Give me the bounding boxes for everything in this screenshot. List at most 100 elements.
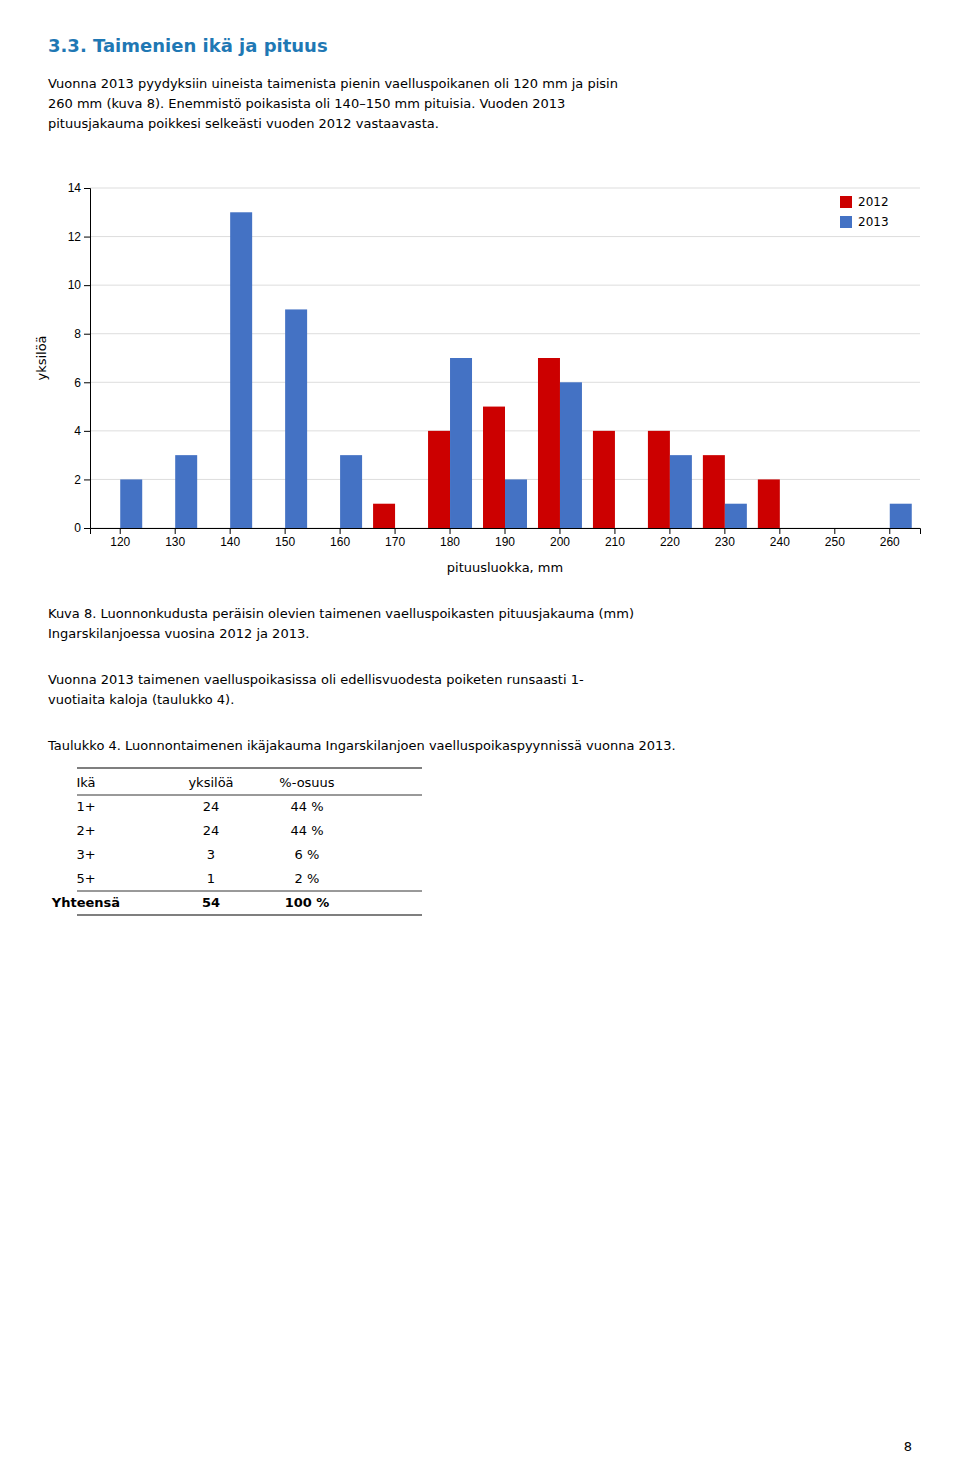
y-axis: 02468101214 (68, 181, 91, 535)
bar (318, 528, 340, 529)
x-tick-mark (889, 528, 890, 534)
table-cell: 3 (207, 847, 215, 862)
x-tick-label: 140 (220, 535, 240, 549)
x-tick-label: 120 (110, 535, 130, 549)
legend: 2012 2013 (840, 195, 889, 229)
table-title: Taulukko 4. Luonnontaimenen ikäjakauma I… (47, 738, 676, 753)
table-header: %-osuus (279, 775, 334, 790)
x-tick-label: 250 (825, 535, 845, 549)
x-tick-mark (669, 528, 670, 534)
grid-line (90, 236, 920, 237)
bar (835, 528, 857, 529)
y-tick-label: 8 (74, 327, 81, 341)
y-tick: 14 (68, 181, 90, 195)
y-tick-mark (84, 188, 90, 189)
x-tick: 190 (495, 528, 515, 549)
bar (780, 528, 802, 529)
table-total: 100 % (285, 895, 330, 910)
x-tick-label: 170 (385, 535, 405, 549)
bar (285, 309, 307, 528)
x-tick-label: 240 (770, 535, 790, 549)
bar (340, 455, 362, 528)
table-cell: 1+ (76, 799, 95, 814)
x-tick-label: 150 (275, 535, 295, 549)
legend-swatch (840, 196, 852, 208)
bar (230, 212, 252, 528)
heading: 3.3. Taimenien ikä ja pituus (48, 35, 328, 56)
x-tick: 150 (275, 528, 295, 549)
legend-entry: 2013 (840, 215, 889, 229)
x-tick-label: 190 (495, 535, 515, 549)
y-tick: 2 (74, 473, 90, 487)
x-tick-label: 260 (880, 535, 900, 549)
x-tick: 250 (825, 528, 845, 549)
x-tick: 160 (330, 528, 350, 549)
grid-line (90, 333, 920, 334)
x-tick-label: 230 (715, 535, 735, 549)
table-rule (77, 891, 422, 892)
table-cell: 24 (203, 823, 220, 838)
x-tick-mark (120, 528, 121, 534)
bar (890, 504, 912, 528)
legend-label: 2013 (858, 215, 889, 229)
y-tick-label: 14 (68, 181, 82, 195)
legend-entry: 2012 (840, 195, 889, 209)
grid-line (90, 188, 920, 189)
bar (615, 528, 637, 529)
bar (428, 431, 450, 528)
x-tick: 130 (165, 528, 185, 549)
bar (208, 528, 230, 529)
bar (263, 528, 285, 529)
y-tick: 10 (68, 278, 90, 292)
x-axis: 1201301401501601701801902002102202302402… (91, 528, 921, 549)
bar (648, 431, 670, 528)
x-tick-mark (230, 528, 231, 534)
table-rule (77, 795, 422, 796)
chart: 0246810121412013014015016017018019020021… (34, 181, 921, 575)
grid (90, 188, 920, 528)
x-tick-mark (340, 528, 341, 534)
table-cell: 2+ (76, 823, 95, 838)
grid-line (90, 382, 920, 383)
bar (450, 358, 472, 528)
paragraph: Vuonna 2013 pyydyksiin uineista taimenis… (48, 76, 618, 91)
x-tick-label: 220 (660, 535, 680, 549)
bar (868, 528, 890, 529)
x-tick-mark (175, 528, 176, 534)
x-tick-mark (724, 528, 725, 534)
table-rule (77, 767, 422, 768)
x-tick-mark (505, 528, 506, 534)
bar (725, 504, 747, 528)
bar (758, 479, 780, 528)
bar (153, 528, 175, 529)
x-tick-mark (614, 528, 615, 534)
paragraph: pituusjakauma poikkesi selkeästi vuoden … (48, 116, 439, 131)
bar-series (373, 358, 780, 528)
x-tick-mark (395, 528, 396, 534)
x-tick-label: 200 (550, 535, 570, 549)
y-tick: 12 (68, 230, 90, 244)
bar-series (120, 212, 912, 528)
table-header: yksilöä (188, 775, 233, 790)
bar (483, 407, 505, 528)
x-tick-mark (285, 528, 286, 534)
y-tick-mark (84, 528, 90, 529)
y-axis-title: yksilöä (34, 335, 49, 380)
table-rule (77, 914, 422, 915)
bar (538, 358, 560, 528)
x-tick-label: 180 (440, 535, 460, 549)
bar (175, 455, 197, 528)
x-tick: 220 (660, 528, 680, 549)
table-cell: 44 % (290, 823, 323, 838)
x-tick: 180 (440, 528, 460, 549)
y-tick-mark (84, 382, 90, 383)
bar (670, 455, 692, 528)
table-header: Ikä (76, 775, 95, 790)
y-tick-label: 4 (74, 424, 81, 438)
bars (120, 212, 912, 528)
paragraph: Vuonna 2013 taimenen vaelluspoikasissa o… (48, 672, 584, 687)
bar (560, 382, 582, 528)
x-axis-title: pituusluokka, mm (447, 560, 563, 575)
y-tick-label: 10 (68, 278, 82, 292)
x-tick-label: 130 (165, 535, 185, 549)
